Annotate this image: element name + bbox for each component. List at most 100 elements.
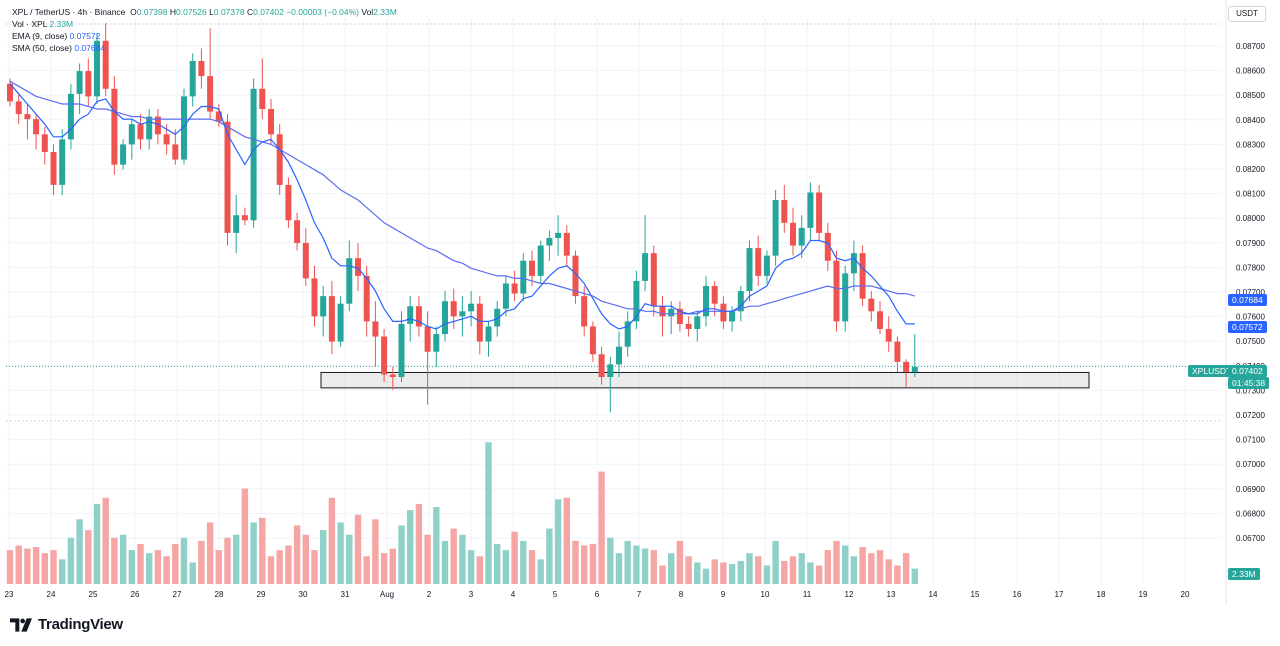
volume-bar: [50, 550, 57, 584]
volume-bar: [59, 559, 66, 584]
volume-bar: [676, 540, 684, 584]
price-tick-label: 0.08200: [1236, 165, 1265, 174]
candle-body: [642, 253, 649, 281]
price-tick-label: 0.07700: [1236, 288, 1265, 297]
price-tick-label: 0.08500: [1236, 91, 1265, 100]
x-tick-label: 17: [1055, 590, 1064, 599]
volume-bar: [354, 514, 362, 584]
x-tick-label: 4: [511, 590, 516, 599]
volume-bar: [224, 537, 231, 584]
ohlc-h-label: H: [169, 7, 177, 17]
volume-bar: [615, 553, 623, 584]
candle-body: [59, 139, 66, 185]
candle-body: [233, 215, 240, 233]
volume-bar: [433, 507, 440, 584]
volume-bar: [859, 547, 866, 584]
candle-body: [250, 88, 257, 221]
candle-body: [355, 258, 361, 276]
volume-bar: [146, 553, 153, 584]
candle-body: [15, 101, 22, 115]
legend-ema-row[interactable]: EMA (9, close) 0.07572: [12, 30, 397, 42]
volume-bar: [772, 540, 779, 584]
volume-bar: [894, 565, 901, 584]
candle-body: [790, 222, 796, 246]
candle-body: [311, 278, 318, 317]
volume-bar: [694, 562, 701, 584]
volume-bar: [554, 499, 562, 584]
price-tick-label: 0.06900: [1236, 485, 1265, 494]
volume-bar: [633, 545, 640, 584]
candle-body: [285, 184, 292, 221]
ema-price-tag: 0.07572: [1228, 321, 1267, 333]
candle-body: [868, 298, 875, 312]
volume-indicator-value: 2.33M: [49, 19, 74, 29]
candle-body: [94, 40, 100, 97]
candle-body: [215, 111, 222, 122]
candle-body: [424, 326, 431, 352]
volume-bar: [198, 540, 205, 584]
legend-sma-row[interactable]: SMA (50, close) 0.07684: [12, 42, 397, 54]
candle-body: [24, 114, 31, 120]
countdown-tag: 01:45:38: [1228, 377, 1270, 389]
price-tick-label: 0.08100: [1236, 190, 1265, 199]
legend-volume-row[interactable]: Vol · XPL 2.33M: [12, 18, 397, 30]
candle-body: [137, 124, 144, 140]
volume-bar: [441, 540, 449, 584]
volume-bar: [789, 556, 797, 584]
candle-body: [624, 321, 631, 347]
candle-body: [294, 220, 301, 244]
candle-body: [816, 192, 823, 233]
candle-body: [694, 316, 701, 329]
volume-bar: [546, 528, 553, 584]
candle-body: [894, 341, 901, 362]
candle-body: [198, 60, 205, 77]
volume-bar: [842, 545, 849, 584]
candle-body: [181, 96, 187, 160]
tradingview-brand[interactable]: TradingView: [10, 616, 123, 633]
brand-name: TradingView: [38, 616, 123, 633]
candle-body: [476, 303, 483, 342]
candle-body: [459, 311, 466, 317]
candle-body: [111, 88, 118, 165]
candle-body: [41, 134, 48, 152]
volume-bar: [746, 553, 753, 584]
candle-body: [763, 255, 770, 276]
candle-body: [502, 283, 509, 309]
volume-bar: [24, 548, 31, 584]
candle-body: [363, 275, 370, 322]
legend-symbol-row: XPL / TetherUS · 4h · Binance O0.07398 H…: [12, 6, 397, 18]
volume-bar: [728, 563, 736, 584]
candle-body: [737, 291, 744, 312]
volume-bar: [598, 471, 605, 584]
candle-body: [224, 121, 231, 233]
x-tick-label: 13: [887, 590, 896, 599]
candle-body: [276, 134, 283, 185]
candle-body: [50, 152, 57, 185]
candle-body: [685, 323, 692, 329]
volume-bar: [659, 565, 666, 584]
x-tick-label: 24: [47, 590, 56, 599]
price-tick-label: 0.07800: [1236, 263, 1265, 272]
price-tick-label: 0.08000: [1236, 214, 1265, 223]
x-tick-label: 11: [803, 590, 812, 599]
symbol-label[interactable]: XPL / TetherUS · 4h · Binance: [12, 7, 126, 17]
volume-bar: [815, 565, 823, 584]
candle-body: [85, 71, 92, 97]
candle-body: [241, 215, 248, 221]
x-tick-label: 16: [1013, 590, 1022, 599]
volume-bar: [85, 530, 92, 584]
volume-indicator-label: Vol · XPL: [12, 19, 48, 29]
currency-unit-button[interactable]: USDT: [1228, 6, 1266, 22]
sma-value: 0.07684: [74, 43, 106, 53]
price-tick-label: 0.07300: [1236, 386, 1265, 395]
volume-bar: [154, 550, 162, 584]
volume-bar: [363, 556, 370, 584]
candle-body: [346, 258, 353, 304]
candle-body: [772, 200, 779, 256]
sma50-line: [9, 80, 915, 315]
volume-bar: [93, 503, 101, 584]
tradingview-logo-icon: [10, 617, 32, 632]
volume-bar: [902, 553, 910, 584]
x-tick-label: 8: [679, 590, 684, 599]
